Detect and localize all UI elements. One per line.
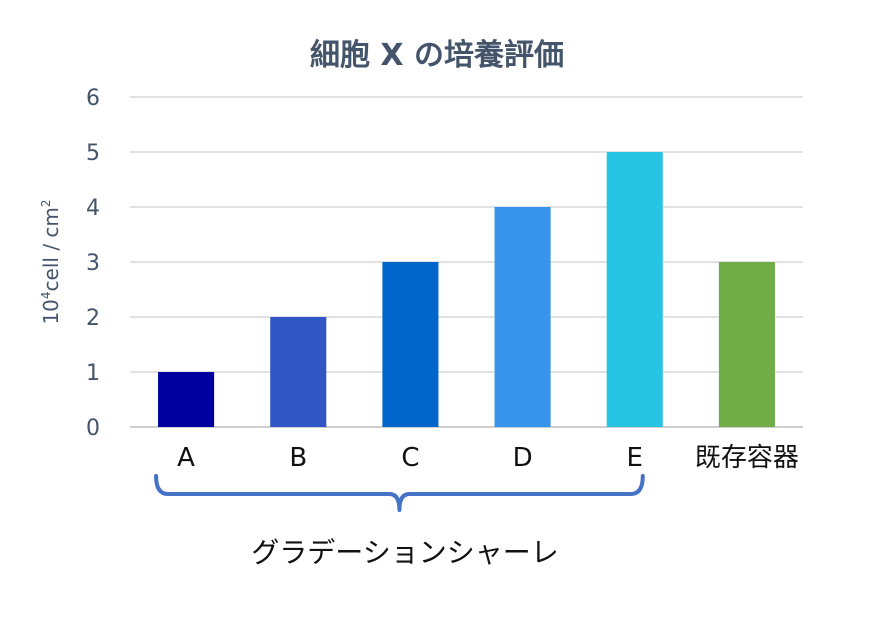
y-axis-ticks: 0 1 2 3 4 5 6 bbox=[86, 86, 100, 441]
bar-1 bbox=[158, 372, 215, 427]
group-annotation: グラデーションシャーレ bbox=[154, 474, 645, 569]
y-tick-label: 0 bbox=[86, 416, 100, 441]
bar-4 bbox=[494, 207, 551, 427]
y-axis-label-rest: cell / cm bbox=[39, 207, 63, 291]
gridlines bbox=[130, 96, 803, 428]
x-tick-label: D bbox=[513, 443, 533, 473]
y-axis-label-sup2: 2 bbox=[39, 199, 53, 207]
y-tick-label: 4 bbox=[86, 196, 100, 221]
y-tick-label: 6 bbox=[86, 86, 100, 111]
x-tick-label: 既存容器 bbox=[695, 443, 799, 473]
x-tick-label: E bbox=[627, 443, 643, 473]
bar-5 bbox=[606, 152, 663, 427]
x-tick-label: A bbox=[177, 443, 195, 473]
bar-3 bbox=[382, 262, 439, 427]
chart-title: 細胞 X の培養評価 bbox=[310, 38, 564, 73]
y-tick-label: 1 bbox=[86, 361, 100, 386]
y-tick-label: 2 bbox=[86, 306, 100, 331]
group-label: グラデーションシャーレ bbox=[251, 536, 558, 569]
bar-6 bbox=[718, 262, 775, 427]
y-axis-label-base: 10 bbox=[39, 299, 63, 324]
x-tick-label: C bbox=[401, 443, 419, 473]
bars bbox=[158, 152, 775, 427]
x-axis-ticks: A B C D E 既存容器 bbox=[177, 443, 799, 473]
y-tick-label: 5 bbox=[86, 141, 100, 166]
y-axis-label: 104cell / cm2 bbox=[39, 199, 63, 324]
y-tick-label: 3 bbox=[86, 251, 100, 276]
bar-2 bbox=[270, 317, 327, 427]
x-tick-label: B bbox=[289, 443, 307, 473]
y-axis-label-sup: 4 bbox=[39, 291, 53, 299]
group-brace bbox=[154, 474, 645, 512]
